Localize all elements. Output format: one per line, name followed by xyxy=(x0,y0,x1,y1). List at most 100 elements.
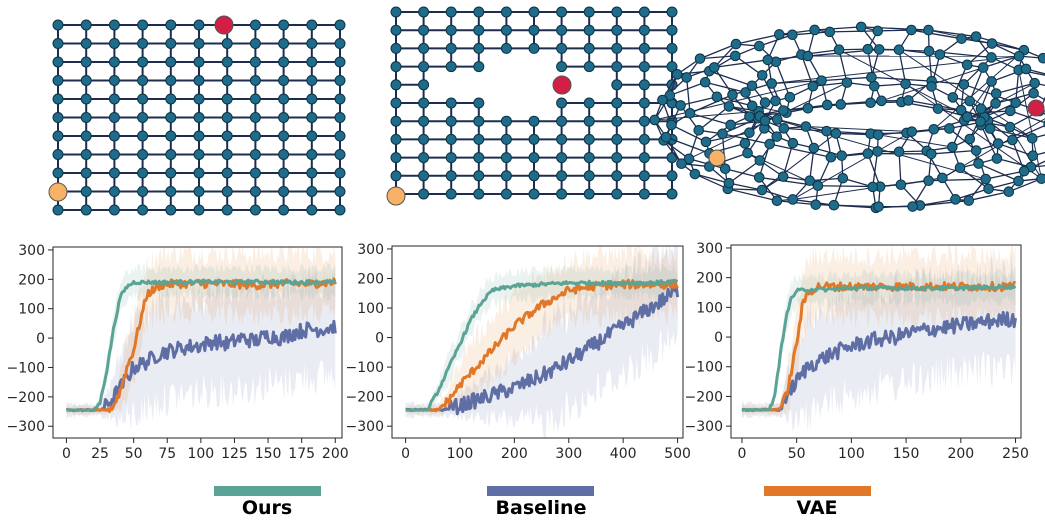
graph-node xyxy=(278,93,290,105)
graph-node xyxy=(306,75,318,86)
legend-swatch xyxy=(764,486,871,496)
y-tick-label: 0 xyxy=(714,330,723,346)
graph-node xyxy=(808,142,820,154)
graph-node xyxy=(418,61,430,73)
graph-node xyxy=(955,104,967,116)
x-tick-label: 0 xyxy=(401,446,410,462)
graph-edge xyxy=(654,110,759,121)
graph-node xyxy=(833,44,845,56)
graph-node xyxy=(708,62,720,73)
graph-node xyxy=(221,186,233,197)
graph-node xyxy=(390,42,402,54)
graph-node xyxy=(528,6,540,18)
graph-node xyxy=(556,133,568,145)
graph-node xyxy=(611,42,623,54)
graph-node xyxy=(556,170,568,182)
graph-node xyxy=(137,167,149,179)
graph-node xyxy=(137,75,149,86)
graph-node xyxy=(249,112,261,123)
graph-edge xyxy=(735,33,780,45)
graph-node xyxy=(992,138,1004,149)
graph-edge xyxy=(689,112,731,126)
graph-node xyxy=(778,123,790,134)
graph-node xyxy=(947,92,959,103)
goal-node-marker xyxy=(1027,99,1045,117)
graph-node xyxy=(390,24,402,36)
graph-node xyxy=(809,24,820,36)
ours-variance-band xyxy=(66,263,336,413)
graph-node xyxy=(975,116,986,127)
graph-node xyxy=(334,112,346,123)
x-tick-label: 50 xyxy=(125,446,143,462)
graph-node xyxy=(500,133,512,145)
graph-node xyxy=(306,167,318,179)
graph-node xyxy=(528,170,540,182)
graph-node xyxy=(137,19,149,31)
graph-edge xyxy=(872,151,879,187)
graph-node xyxy=(306,19,318,31)
graph-node xyxy=(907,201,918,212)
graph-node xyxy=(1007,134,1018,146)
graph-node xyxy=(583,188,595,200)
graph-node xyxy=(528,115,540,127)
graph-node xyxy=(473,61,485,73)
graph-node xyxy=(729,50,741,62)
graph-node xyxy=(445,152,457,164)
graph-node xyxy=(753,40,765,52)
graph-node xyxy=(52,93,64,105)
graph-node xyxy=(165,75,177,86)
graph-node xyxy=(52,149,64,160)
x-tick-label: 200 xyxy=(947,446,974,462)
graph-node xyxy=(740,87,751,98)
graph-node xyxy=(306,149,318,160)
graph-edge xyxy=(931,149,977,155)
graph-node xyxy=(742,147,753,159)
start-node-marker xyxy=(48,182,68,202)
graph-node xyxy=(445,188,457,200)
graph-edge xyxy=(1011,139,1025,172)
graph-node xyxy=(306,93,318,105)
graph-node xyxy=(165,186,177,197)
graph-node xyxy=(390,6,402,18)
graph-node xyxy=(787,194,799,205)
y-tick-label: 200 xyxy=(357,271,384,287)
graph-node xyxy=(937,172,948,184)
graph-node xyxy=(824,26,836,38)
graph-node xyxy=(221,75,233,86)
graph-node xyxy=(500,170,512,182)
graph-node xyxy=(841,77,853,88)
graph-edge xyxy=(761,133,837,191)
graph-node xyxy=(638,133,650,145)
graph-node xyxy=(52,112,64,123)
graph-node xyxy=(611,170,623,182)
graph-node xyxy=(418,42,430,54)
graph-edge xyxy=(829,30,878,33)
x-tick-label: 200 xyxy=(501,446,528,462)
graph-node xyxy=(711,91,723,103)
y-tick-label: −300 xyxy=(685,419,723,435)
graph-node xyxy=(778,105,789,116)
graph-node xyxy=(108,19,120,31)
graph-node xyxy=(802,103,814,114)
graph-node xyxy=(932,103,944,114)
graph-node xyxy=(723,101,735,112)
graph-node xyxy=(903,95,914,106)
graph-node xyxy=(108,167,120,179)
graph-node xyxy=(556,97,568,109)
x-tick-label: 100 xyxy=(447,446,474,462)
graph-node xyxy=(473,6,485,18)
graph-node xyxy=(611,133,623,145)
graph-node xyxy=(473,152,485,164)
graph-node xyxy=(611,79,623,91)
graph-node xyxy=(961,111,973,123)
graph-node xyxy=(418,115,430,127)
legend-swatch xyxy=(487,486,594,496)
graph-node xyxy=(390,133,402,145)
graph-node xyxy=(528,152,540,164)
graph-edge xyxy=(761,189,793,201)
graph-node xyxy=(970,145,982,156)
graph-edge xyxy=(700,55,736,60)
graph-edge xyxy=(809,147,815,181)
graph-edge xyxy=(928,29,977,38)
graph-edge xyxy=(694,173,730,184)
